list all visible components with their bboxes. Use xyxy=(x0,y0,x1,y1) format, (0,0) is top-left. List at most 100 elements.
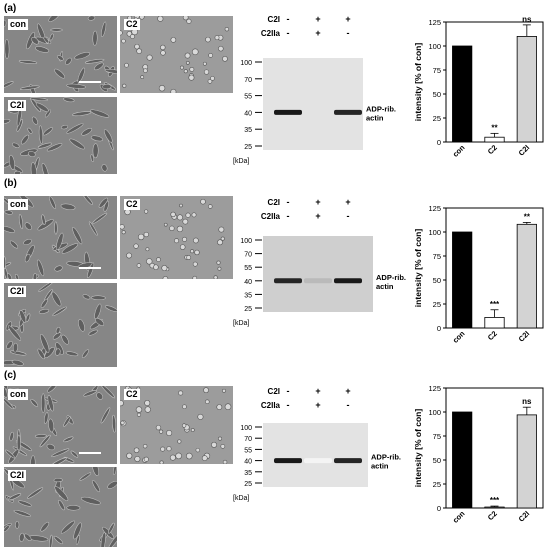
scale-bar xyxy=(79,81,101,83)
y-tick-label: 125 xyxy=(428,204,441,213)
gel xyxy=(263,236,373,312)
micrograph-label: C2I xyxy=(8,470,27,481)
bar xyxy=(452,45,473,143)
bar-chart: intensity [% of con] 0 25 50 75 100 125 con ** C2… xyxy=(413,15,544,159)
y-tick-label: 125 xyxy=(428,384,441,393)
marker-label: 40 xyxy=(244,110,252,117)
error-bar xyxy=(522,406,531,415)
marker-label: 40 xyxy=(244,459,252,466)
y-tick-label: 100 xyxy=(428,408,441,417)
bar xyxy=(516,35,537,143)
marker-label: 55 xyxy=(244,265,252,272)
blot-sign: + xyxy=(315,14,320,24)
marker-label: 35 xyxy=(244,127,252,134)
bar xyxy=(452,231,473,329)
x-tick-label: con xyxy=(451,509,467,525)
error-bar xyxy=(522,24,531,37)
y-tick-label: 100 xyxy=(428,228,441,237)
blot-sign: + xyxy=(345,197,350,207)
micrograph-c2i: C2I xyxy=(4,467,117,547)
marker-label: 70 xyxy=(244,252,252,259)
micrograph-label: con xyxy=(8,389,29,400)
scale-bar xyxy=(79,267,101,269)
marker-label: 40 xyxy=(244,279,252,286)
y-tick-label: 75 xyxy=(433,66,441,75)
y-tick-label: 75 xyxy=(433,432,441,441)
y-tick-label: 0 xyxy=(437,324,441,333)
western-blot: C2I - + +C2IIa - + -1007055403525[kDa]ADP-rib.… xyxy=(233,14,396,165)
panel-letter: (c) xyxy=(4,370,17,381)
bar-chart: intensity [% of con] 0 25 50 75 100 125 con *** C… xyxy=(413,204,544,345)
x-tick-label: C2I xyxy=(517,509,532,524)
band-label: actin xyxy=(376,282,394,291)
y-tick-label: 75 xyxy=(433,252,441,261)
marker-label: 70 xyxy=(244,77,252,84)
micrograph-label: C2 xyxy=(124,389,140,400)
y-tick-label: 100 xyxy=(428,42,441,51)
blot-sign: + xyxy=(315,197,320,207)
kda-unit: [kDa] xyxy=(233,320,249,327)
y-axis-label: intensity [% of con] xyxy=(413,43,423,122)
bar xyxy=(516,223,537,329)
blot-sign: - xyxy=(347,400,350,410)
marker-label: 100 xyxy=(240,60,252,67)
scale-bar xyxy=(79,452,101,454)
blot-row-label: C2I xyxy=(268,198,280,207)
band-label: ADP-rib. xyxy=(366,104,396,113)
x-tick-label: C2 xyxy=(486,329,499,342)
blot-sign: - xyxy=(287,386,290,396)
bar xyxy=(484,506,505,509)
blot-sign: - xyxy=(347,28,350,38)
blot-sign: - xyxy=(287,211,290,221)
y-tick-label: 25 xyxy=(433,114,441,123)
y-tick-label: 50 xyxy=(433,456,441,465)
bar xyxy=(516,414,537,509)
band-label: actin xyxy=(366,113,384,122)
band-label: actin xyxy=(371,462,389,471)
y-tick-label: 25 xyxy=(433,480,441,489)
error-bar xyxy=(522,221,531,225)
micrograph-label: C2I xyxy=(8,100,27,111)
y-tick-label: 0 xyxy=(437,138,441,147)
error-bar xyxy=(490,505,499,508)
y-axis-label: intensity [% of con] xyxy=(413,409,423,488)
micrograph-label: C2 xyxy=(124,199,140,210)
marker-label: 25 xyxy=(244,481,252,488)
blot-sign: - xyxy=(287,400,290,410)
error-bar xyxy=(490,309,499,318)
micrograph-con: con xyxy=(4,386,117,464)
bar xyxy=(484,317,505,329)
blot-row-label: C2IIa xyxy=(261,29,281,38)
y-tick-label: 50 xyxy=(433,90,441,99)
marker-label: 55 xyxy=(244,447,252,454)
blot-sign: - xyxy=(287,197,290,207)
x-tick-label: C2I xyxy=(517,329,532,344)
micrograph-label: con xyxy=(8,199,29,210)
blot-sign: - xyxy=(287,14,290,24)
western-blot: C2I - + +C2IIa - + -1007055403525[kDa]ADP-rib.… xyxy=(233,197,406,327)
blot-sign: + xyxy=(315,386,320,396)
blot-sign: + xyxy=(345,386,350,396)
micrograph-c2: C2 xyxy=(120,196,233,279)
blot-row-label: C2I xyxy=(268,387,280,396)
marker-label: 35 xyxy=(244,470,252,477)
marker-label: 25 xyxy=(244,144,252,151)
error-bar xyxy=(490,132,499,138)
panel-letter: (a) xyxy=(4,3,17,14)
gel xyxy=(263,58,363,150)
x-tick-label: C2 xyxy=(486,509,499,522)
blot-row-label: C2IIa xyxy=(261,212,281,221)
blot-sign: + xyxy=(315,400,320,410)
blot-sign: + xyxy=(345,14,350,24)
significance-label: ns xyxy=(522,397,532,406)
kda-unit: [kDa] xyxy=(233,158,249,165)
micrograph-con: con xyxy=(4,16,117,93)
y-tick-label: 50 xyxy=(433,276,441,285)
bar xyxy=(452,411,473,509)
significance-label: *** xyxy=(490,300,500,309)
y-tick-label: 25 xyxy=(433,300,441,309)
blot-row-label: C2IIa xyxy=(261,401,281,410)
western-blot: C2I - + +C2IIa - + -1007055403525[kDa]ADP-rib.… xyxy=(233,386,401,502)
x-tick-label: C2 xyxy=(486,143,499,156)
micrograph-con: con xyxy=(4,196,117,279)
